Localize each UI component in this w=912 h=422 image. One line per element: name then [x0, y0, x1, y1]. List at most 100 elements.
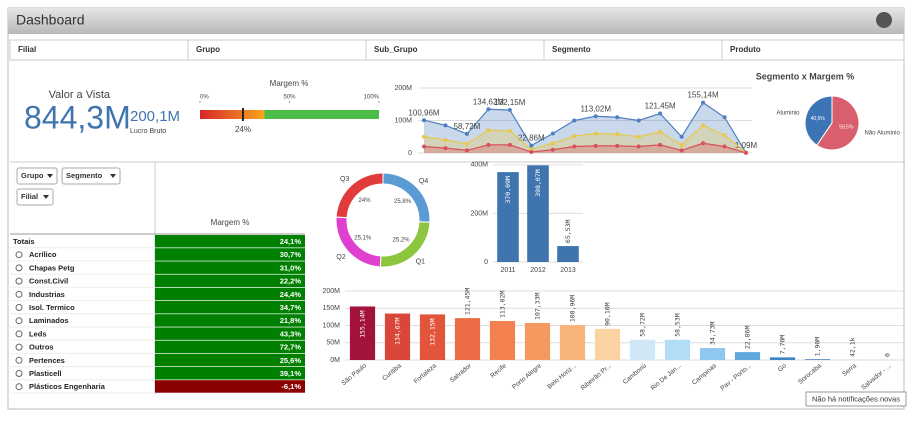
- row-value: 24,1%: [280, 237, 302, 246]
- bar-value-label: 100,96M: [569, 295, 577, 322]
- y-tick-label: 100M: [394, 117, 412, 124]
- bar-value-label: 7,70M: [779, 335, 787, 355]
- slice-value-label: 24%: [359, 198, 372, 204]
- point: [465, 142, 469, 146]
- point: [701, 101, 705, 105]
- bar: [560, 325, 585, 360]
- filter-label: Produto: [730, 45, 761, 54]
- bar-value-label: 107,33M: [534, 292, 542, 319]
- notification-text: Não há notificações novas: [812, 394, 900, 403]
- point: [680, 135, 684, 139]
- bar-value-label: 65,53M: [564, 220, 572, 244]
- point: [422, 135, 426, 139]
- y-tick-label: 0M: [330, 357, 340, 364]
- point: [680, 148, 684, 152]
- row-label: Plasticell: [29, 369, 62, 378]
- header-title: Dashboard: [16, 12, 85, 28]
- row-label: Const.Civil: [29, 277, 68, 286]
- gauge-tick-label: 50%: [283, 95, 296, 101]
- point: [723, 145, 727, 149]
- value-label: 155,14M: [687, 91, 718, 100]
- point: [529, 144, 533, 148]
- point: [594, 114, 598, 118]
- y-tick-label: 200M: [394, 85, 412, 92]
- y-tick-label: 0: [408, 150, 412, 157]
- slice-category-label: Q3: [340, 176, 349, 183]
- row-value: 31,0%: [280, 263, 302, 272]
- slice-category-label: Aluminio: [776, 111, 800, 117]
- filter-button-label: Grupo: [21, 171, 44, 180]
- point: [422, 118, 426, 122]
- filter-button-label: Filial: [21, 192, 38, 201]
- point: [637, 119, 641, 123]
- point: [551, 132, 555, 136]
- bar-value-label: 58,72M: [639, 313, 647, 337]
- gauge-tick-label: 0%: [200, 95, 209, 101]
- bar: [805, 359, 830, 360]
- logo: [876, 12, 892, 28]
- point: [658, 143, 662, 147]
- point: [422, 145, 426, 149]
- bar: [770, 357, 795, 360]
- point: [658, 130, 662, 134]
- y-tick-label: 200M: [322, 288, 340, 295]
- point: [572, 145, 576, 149]
- row-label: Totais: [13, 237, 35, 246]
- filter-label: Segmento: [552, 45, 591, 54]
- point: [486, 143, 490, 147]
- y-tick-label: 100M: [322, 322, 340, 329]
- bar-value-label: 58,53M: [674, 313, 682, 337]
- row-value: 25,6%: [280, 356, 302, 365]
- point: [465, 132, 469, 136]
- value-label: 121,45M: [645, 102, 676, 111]
- kpi-secondary-label: Lucro Bruto: [130, 128, 166, 135]
- y-tick-label: 200M: [470, 210, 488, 217]
- point: [701, 123, 705, 127]
- bar-value-label: 42,1k: [849, 337, 857, 357]
- row-value: -6,1%: [281, 382, 301, 391]
- slice-category-label: Q1: [416, 259, 425, 266]
- point: [508, 108, 512, 112]
- point: [551, 141, 555, 145]
- point: [615, 144, 619, 148]
- row-label: Isol. Termico: [29, 303, 75, 312]
- row-value: 43,3%: [280, 329, 302, 338]
- point: [508, 129, 512, 133]
- row-label: Chapas Petg: [29, 263, 75, 272]
- point: [486, 107, 490, 111]
- bar-value-label: 1,90M: [814, 337, 822, 357]
- row-label: Acrílico: [29, 250, 57, 259]
- filter-label: Grupo: [196, 45, 220, 54]
- y-tick-label: 150M: [322, 305, 340, 312]
- row-value: 22,2%: [280, 277, 302, 286]
- bar: [557, 246, 579, 262]
- header-bar: [8, 8, 904, 34]
- value-label: 113,02M: [580, 104, 611, 113]
- bar: [525, 323, 550, 360]
- point: [443, 123, 447, 127]
- x-tick-label: 2013: [560, 267, 576, 274]
- bar-value-label: 121,45M: [464, 288, 472, 315]
- bar: [490, 321, 515, 360]
- value-label: 132,15M: [494, 98, 525, 107]
- gauge-tick-label: 100%: [364, 95, 380, 101]
- bar-value-label: 90,10M: [604, 302, 612, 326]
- filter-box[interactable]: [10, 40, 192, 60]
- point: [594, 144, 598, 148]
- bar-value-label: 370,09M: [504, 176, 512, 203]
- slice-category-label: Não Aluminio: [864, 131, 900, 137]
- value-label: 58,72M: [454, 122, 481, 131]
- bar: [700, 348, 725, 360]
- point: [465, 148, 469, 152]
- point: [572, 134, 576, 138]
- point: [443, 138, 447, 142]
- x-tick-label: 2011: [500, 267, 515, 274]
- bar-value-label: 0: [884, 353, 892, 357]
- filter-button-label: Segmento: [66, 171, 103, 180]
- slice-value-label: 25,2%: [393, 238, 411, 244]
- point: [508, 143, 512, 147]
- value-label: 100,96M: [408, 108, 439, 117]
- row-value: 34,7%: [280, 303, 302, 312]
- point: [486, 128, 490, 132]
